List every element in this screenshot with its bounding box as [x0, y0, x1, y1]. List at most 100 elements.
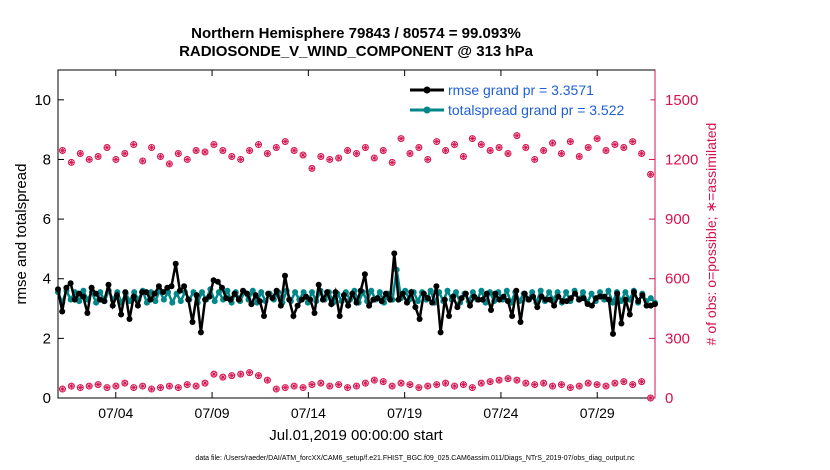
obs-assimilated-marker: [193, 147, 200, 154]
rmse-point: [155, 283, 162, 290]
totalspread-point: [563, 289, 570, 296]
rmse-point: [391, 250, 398, 257]
obs-assimilated-marker: [451, 383, 458, 390]
totalspread-point: [588, 290, 595, 297]
rmse-point: [399, 290, 406, 297]
obs-count-point: [228, 372, 236, 380]
rmse-point: [130, 293, 137, 300]
rmse-point: [168, 283, 175, 290]
rmse-point: [395, 296, 402, 303]
totalspread-point: [554, 289, 561, 296]
obs-count-point: [531, 381, 539, 389]
obs-count-point: [192, 382, 200, 390]
rmse-point: [504, 298, 511, 305]
obs-assimilated-marker: [362, 380, 369, 387]
obs-assimilated-marker: [469, 135, 476, 142]
obs-assimilated-marker: [193, 383, 200, 390]
obs-count-point: [353, 149, 360, 157]
obs-assimilated-marker: [522, 380, 529, 387]
rmse-point: [349, 290, 356, 297]
rmse-point: [588, 302, 595, 309]
obs-count-point: [58, 385, 66, 393]
obs-assimilated-marker: [86, 383, 93, 390]
obs-assimilated-marker: [638, 378, 645, 385]
rmse-series: [55, 250, 658, 337]
rmse-point: [298, 296, 305, 303]
obs-assimilated-marker: [291, 383, 298, 390]
rmse-point: [282, 272, 288, 279]
obs-assimilated-marker: [406, 381, 413, 388]
rmse-point: [610, 330, 616, 337]
y-left-tick-label: 2: [43, 330, 51, 347]
obs-assimilated-marker: [157, 153, 164, 160]
obs-count-point: [58, 147, 66, 155]
obs-count-point: [183, 381, 191, 389]
obs-assimilated-marker: [246, 147, 253, 154]
rmse-point: [626, 311, 633, 318]
obs-assimilated-marker: [433, 138, 440, 145]
rmse-point: [206, 293, 213, 300]
totalspread-point: [622, 289, 629, 296]
obs-assimilated-marker: [157, 384, 164, 391]
obs-assimilated-marker: [638, 150, 645, 157]
obs-count-point: [246, 369, 254, 377]
legend-spread-marker: [423, 106, 431, 114]
obs-count-point: [620, 144, 628, 152]
obs-assimilated-marker: [602, 383, 609, 390]
rmse-point: [404, 299, 410, 306]
y-left-axis-label: rmse and totalspread: [13, 164, 30, 305]
rmse-point: [340, 292, 347, 299]
obs-assimilated-marker: [424, 383, 431, 390]
obs-assimilated-marker: [130, 384, 137, 391]
obs-assimilated-marker: [620, 378, 627, 385]
obs-count-point: [433, 138, 441, 146]
rmse-point: [572, 290, 579, 297]
rmse-point: [618, 320, 625, 327]
obs-count-point: [237, 155, 245, 163]
obs-assimilated-marker: [264, 150, 271, 157]
rmse-point: [357, 287, 364, 294]
obs-count-point: [76, 384, 84, 392]
obs-assimilated-marker: [585, 144, 592, 151]
rmse-point: [227, 296, 234, 303]
totalspread-point: [258, 289, 265, 296]
obs-assimilated-marker: [451, 141, 458, 148]
obs-assimilated-marker: [59, 386, 66, 393]
rmse-point: [294, 302, 301, 309]
obs-count-point: [85, 155, 93, 163]
obs-count-point: [299, 151, 307, 159]
obs-count-point: [263, 376, 271, 384]
y-left-tick-label: 10: [34, 92, 51, 109]
obs-count-point: [254, 141, 262, 149]
obs-count-point: [477, 379, 485, 387]
obs-count-point: [139, 157, 147, 165]
obs-assimilated-marker: [317, 380, 324, 387]
obs-count-point: [575, 382, 583, 390]
obs-assimilated-marker: [496, 144, 503, 151]
totalspread-point: [376, 289, 383, 296]
totalspread-point: [131, 289, 138, 296]
obs-assimilated-marker: [629, 381, 636, 388]
obs-count-point: [575, 152, 583, 160]
obs-count-point: [486, 147, 494, 155]
rmse-point: [67, 280, 74, 287]
obs-assimilated-marker: [558, 150, 565, 157]
x-tick-label: 07/04: [98, 405, 133, 421]
obs-assimilated-marker: [308, 165, 315, 172]
obs-assimilated-marker: [95, 381, 102, 388]
y-right-axis: 0 300 600 900 1200 1500: [649, 92, 698, 407]
obs-count-point: [201, 148, 209, 156]
obs-count-point: [148, 144, 156, 152]
obs-count-point: [85, 382, 93, 390]
obs-count-point: [611, 141, 619, 149]
obs-count-point: [397, 379, 405, 387]
obs-count-point: [156, 384, 164, 392]
obs-assimilated-marker: [371, 377, 378, 384]
rmse-point: [551, 302, 558, 309]
obs-count-point: [406, 149, 414, 157]
obs-count-point: [638, 149, 646, 157]
obs-assimilated-marker: [469, 384, 476, 391]
obs-count-point: [638, 378, 646, 386]
obs-count-point: [415, 384, 423, 392]
rmse-point: [475, 296, 482, 303]
